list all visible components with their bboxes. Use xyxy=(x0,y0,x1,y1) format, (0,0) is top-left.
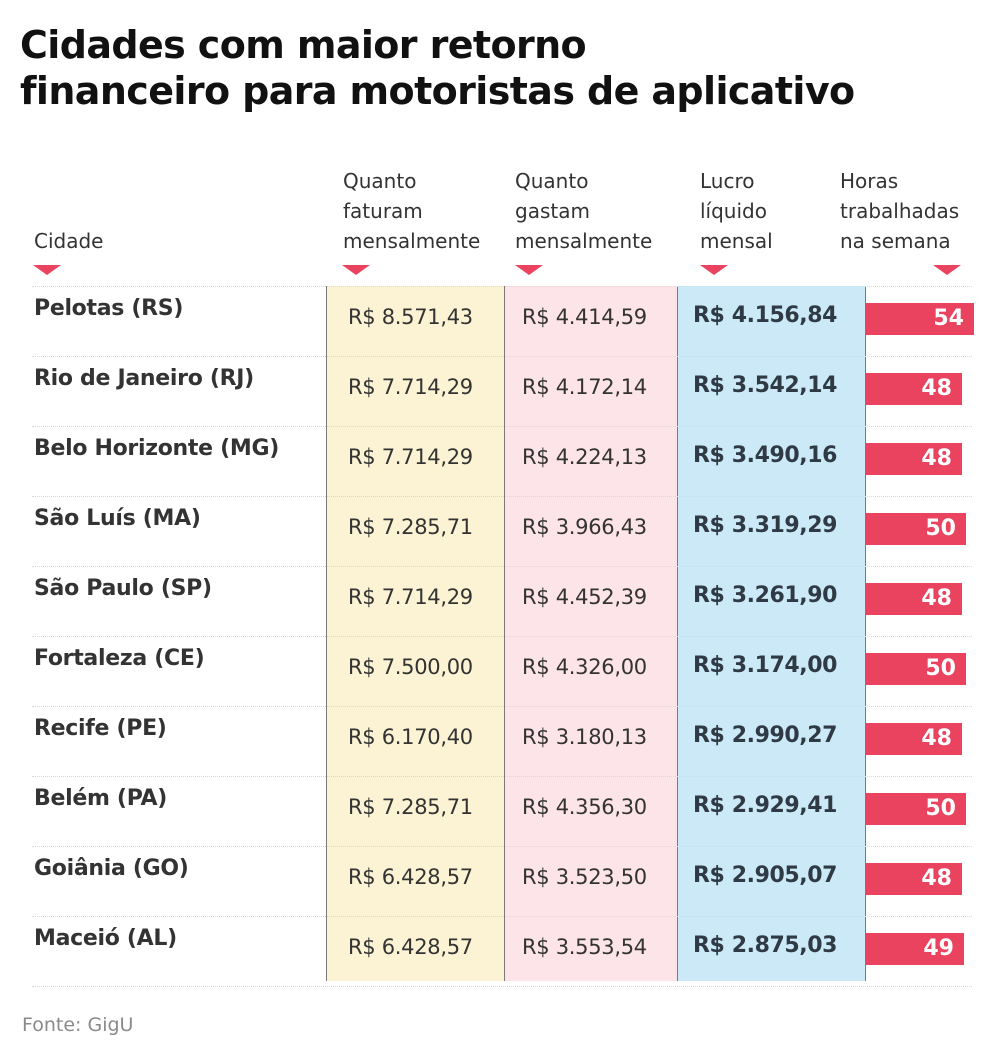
profit-value: R$ 2.875,03 xyxy=(693,933,838,958)
profit-value: R$ 2.990,27 xyxy=(693,723,838,748)
table-row: Rio de Janeiro (RJ) R$ 7.714,29 R$ 4.172,1… xyxy=(32,356,972,427)
profit-column-bg xyxy=(677,286,866,981)
city-name: Maceió (AL) xyxy=(34,926,177,951)
sort-arrow-city-icon[interactable] xyxy=(33,265,61,275)
header-expenses: Quanto gastam mensalmente xyxy=(515,166,652,256)
sort-arrow-profit-icon[interactable] xyxy=(700,265,728,275)
header-hours: Horas trabalhadas na semana xyxy=(840,166,959,256)
table-row: São Luís (MA) R$ 7.285,71 R$ 3.966,43 R$ 3.… xyxy=(32,496,972,567)
revenue-value: R$ 6.428,57 xyxy=(348,865,473,889)
expenses-value: R$ 4.452,39 xyxy=(522,585,647,609)
page-title: Cidades com maior retorno financeiro par… xyxy=(20,22,990,114)
hours-bar: 50 xyxy=(865,793,966,825)
header-expenses-line: Quanto xyxy=(515,169,589,193)
header-profit-line: Lucro xyxy=(700,169,755,193)
hours-bar: 48 xyxy=(865,723,962,755)
revenue-value: R$ 6.428,57 xyxy=(348,935,473,959)
expenses-value: R$ 3.553,54 xyxy=(522,935,647,959)
header-expenses-line: gastam xyxy=(515,199,590,223)
hours-bar: 54 xyxy=(865,303,974,335)
sort-arrow-hours-icon[interactable] xyxy=(933,265,961,275)
header-expenses-line: mensalmente xyxy=(515,229,653,253)
profit-value: R$ 3.319,29 xyxy=(693,513,838,538)
header-hours-line: na semana xyxy=(840,229,951,253)
profit-value: R$ 3.174,00 xyxy=(693,653,838,678)
hours-bar: 50 xyxy=(865,653,966,685)
revenue-value: R$ 7.714,29 xyxy=(348,445,473,469)
city-name: Pelotas (RS) xyxy=(34,296,184,321)
table-row: Fortaleza (CE) R$ 7.500,00 R$ 4.326,00 R$ 3… xyxy=(32,636,972,707)
header-revenue-line: Quanto xyxy=(343,169,417,193)
table-top-rule xyxy=(32,286,972,287)
title-line-2: financeiro para motoristas de aplicativo xyxy=(20,69,855,113)
profit-value: R$ 3.542,14 xyxy=(693,373,838,398)
expenses-value: R$ 3.966,43 xyxy=(522,515,647,539)
profit-value: R$ 2.929,41 xyxy=(693,793,838,818)
city-name: Belém (PA) xyxy=(34,786,167,811)
table-row: Goiânia (GO) R$ 6.428,57 R$ 3.523,50 R$ 2.9… xyxy=(32,846,972,917)
expenses-value: R$ 4.224,13 xyxy=(522,445,647,469)
table-row: Pelotas (RS) R$ 8.571,43 R$ 4.414,59 R$ 4.1… xyxy=(32,286,974,357)
revenue-value: R$ 7.500,00 xyxy=(348,655,473,679)
header-profit-line: líquido xyxy=(700,199,767,223)
expenses-value: R$ 4.326,00 xyxy=(522,655,647,679)
city-name: Recife (PE) xyxy=(34,716,167,741)
header-profit-line: mensal xyxy=(700,229,773,253)
profit-value: R$ 3.490,16 xyxy=(693,443,838,468)
source-note: Fonte: GigU xyxy=(22,1014,134,1036)
hours-bar: 49 xyxy=(865,933,964,965)
expenses-value: R$ 3.180,13 xyxy=(522,725,647,749)
hours-bar: 48 xyxy=(865,863,962,895)
table-row: Belo Horizonte (MG) R$ 7.714,29 R$ 4.224,1… xyxy=(32,426,972,497)
revenue-value: R$ 8.571,43 xyxy=(348,305,473,329)
profit-value: R$ 4.156,84 xyxy=(693,303,838,328)
title-line-1: Cidades com maior retorno xyxy=(20,23,587,67)
table-row: São Paulo (SP) R$ 7.714,29 R$ 4.452,39 R$ 3… xyxy=(32,566,972,637)
city-name: Fortaleza (CE) xyxy=(34,646,205,671)
revenue-column-bg xyxy=(326,286,505,981)
header-revenue-line: mensalmente xyxy=(343,229,481,253)
header-hours-line: trabalhadas xyxy=(840,199,960,223)
expenses-column-bg xyxy=(504,286,678,981)
revenue-value: R$ 7.285,71 xyxy=(348,795,473,819)
header-city-label: Cidade xyxy=(34,229,104,253)
header-revenue: Quanto faturam mensalmente xyxy=(343,166,480,256)
expenses-value: R$ 4.414,59 xyxy=(522,305,647,329)
revenue-value: R$ 7.285,71 xyxy=(348,515,473,539)
sort-arrow-revenue-icon[interactable] xyxy=(342,265,370,275)
table-row: Belém (PA) R$ 7.285,71 R$ 4.356,30 R$ 2.929… xyxy=(32,776,972,847)
table-row: Maceió (AL) R$ 6.428,57 R$ 3.553,54 R$ 2.87… xyxy=(32,916,972,987)
header-city: Cidade xyxy=(34,226,103,256)
city-name: Belo Horizonte (MG) xyxy=(34,436,279,461)
profit-value: R$ 3.261,90 xyxy=(693,583,838,608)
header-revenue-line: faturam xyxy=(343,199,423,223)
hours-bar: 48 xyxy=(865,583,962,615)
header-profit: Lucro líquido mensal xyxy=(700,166,773,256)
table-row: Recife (PE) R$ 6.170,40 R$ 3.180,13 R$ 2.99… xyxy=(32,706,972,777)
expenses-value: R$ 4.356,30 xyxy=(522,795,647,819)
expenses-value: R$ 3.523,50 xyxy=(522,865,647,889)
city-name: Rio de Janeiro (RJ) xyxy=(34,366,254,391)
city-name: São Luís (MA) xyxy=(34,506,201,531)
header-hours-line: Horas xyxy=(840,169,899,193)
profit-value: R$ 2.905,07 xyxy=(693,863,838,888)
hours-bar: 48 xyxy=(865,373,962,405)
revenue-value: R$ 6.170,40 xyxy=(348,725,473,749)
hours-bar: 50 xyxy=(865,513,966,545)
expenses-value: R$ 4.172,14 xyxy=(522,375,647,399)
hours-bar: 48 xyxy=(865,443,962,475)
city-name: Goiânia (GO) xyxy=(34,856,189,881)
city-name: São Paulo (SP) xyxy=(34,576,212,601)
sort-arrow-expenses-icon[interactable] xyxy=(515,265,543,275)
revenue-value: R$ 7.714,29 xyxy=(348,585,473,609)
revenue-value: R$ 7.714,29 xyxy=(348,375,473,399)
